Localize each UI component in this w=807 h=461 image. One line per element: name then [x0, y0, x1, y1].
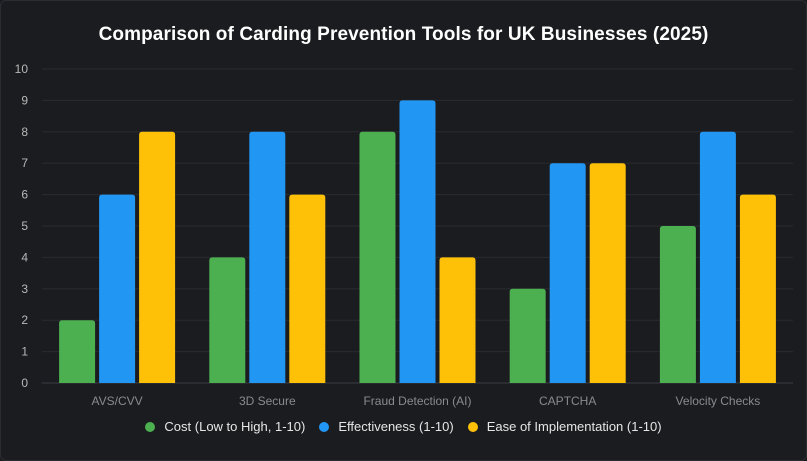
bar — [249, 131, 286, 383]
bar — [289, 194, 326, 383]
x-tick-label: 3D Secure — [239, 394, 296, 408]
bar — [399, 100, 436, 384]
y-tick-label: 4 — [21, 250, 28, 264]
legend-item[interactable]: Effectiveness (1-10) — [319, 419, 454, 434]
legend-item[interactable]: Ease of Implementation (1-10) — [467, 419, 662, 434]
y-tick-label: 1 — [21, 345, 28, 359]
y-tick-label: 10 — [15, 62, 29, 76]
bar — [589, 163, 626, 383]
bar — [659, 226, 696, 383]
legend-label: Ease of Implementation (1-10) — [486, 419, 662, 434]
bar — [509, 288, 546, 383]
legend-swatch — [319, 421, 330, 432]
chart-title: Comparison of Carding Prevention Tools f… — [98, 24, 709, 45]
legend-swatch — [145, 421, 156, 432]
bar — [209, 257, 246, 383]
legend-swatch — [467, 421, 478, 432]
legend-label: Cost (Low to High, 1-10) — [164, 419, 306, 434]
legend-item[interactable]: Cost (Low to High, 1-10) — [145, 419, 305, 434]
legend-label: Effectiveness (1-10) — [338, 419, 454, 434]
bar — [549, 163, 586, 383]
x-tick-label: Velocity Checks — [676, 394, 761, 408]
y-tick-label: 6 — [21, 188, 28, 202]
bar — [99, 194, 136, 383]
y-tick-label: 7 — [21, 156, 28, 170]
bar — [439, 257, 476, 383]
bar — [699, 131, 736, 383]
y-tick-label: 9 — [21, 93, 28, 107]
y-tick-label: 5 — [21, 219, 28, 233]
bar — [59, 320, 96, 383]
chart-legend: Cost (Low to High, 1-10) Effectiveness (1… — [0, 419, 807, 434]
y-tick-label: 3 — [21, 282, 28, 296]
bar — [359, 131, 396, 383]
y-tick-label: 8 — [21, 125, 28, 139]
x-tick-label: CAPTCHA — [539, 394, 596, 408]
y-tick-label: 0 — [21, 376, 28, 390]
bar — [139, 131, 176, 383]
y-tick-label: 2 — [21, 313, 28, 327]
x-tick-label: AVS/CVV — [92, 394, 143, 408]
x-tick-label: Fraud Detection (AI) — [363, 394, 471, 408]
bar — [739, 194, 776, 383]
